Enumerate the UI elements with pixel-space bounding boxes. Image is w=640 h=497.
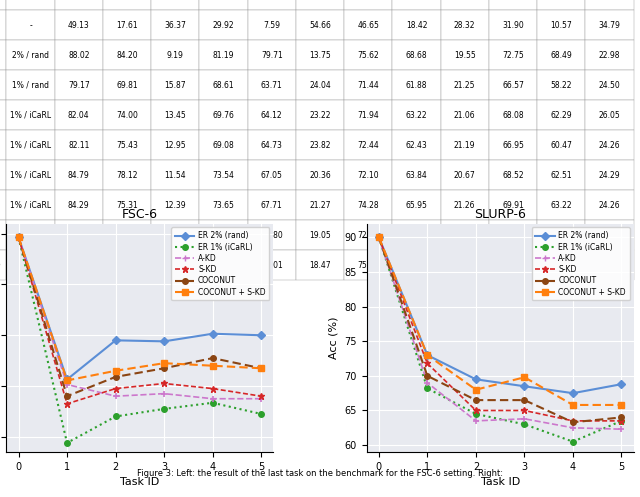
Text: Figure 3: Left: the result of the last task on the benchmark for the FSC-6 setti: Figure 3: Left: the result of the last t… <box>137 469 503 478</box>
Title: FSC-6: FSC-6 <box>122 208 158 221</box>
Title: SLURP-6: SLURP-6 <box>474 208 526 221</box>
Legend: ER 2% (rand), ER 1% (iCaRL), A-KD, S-KD, COCONUT, COCONUT + S-KD: ER 2% (rand), ER 1% (iCaRL), A-KD, S-KD,… <box>532 228 630 301</box>
Y-axis label: Acc (%): Acc (%) <box>329 317 339 359</box>
X-axis label: Task ID: Task ID <box>120 477 159 487</box>
Legend: ER 2% (rand), ER 1% (iCaRL), A-KD, S-KD, COCONUT, COCONUT + S-KD: ER 2% (rand), ER 1% (iCaRL), A-KD, S-KD,… <box>172 228 269 301</box>
X-axis label: Task ID: Task ID <box>481 477 520 487</box>
